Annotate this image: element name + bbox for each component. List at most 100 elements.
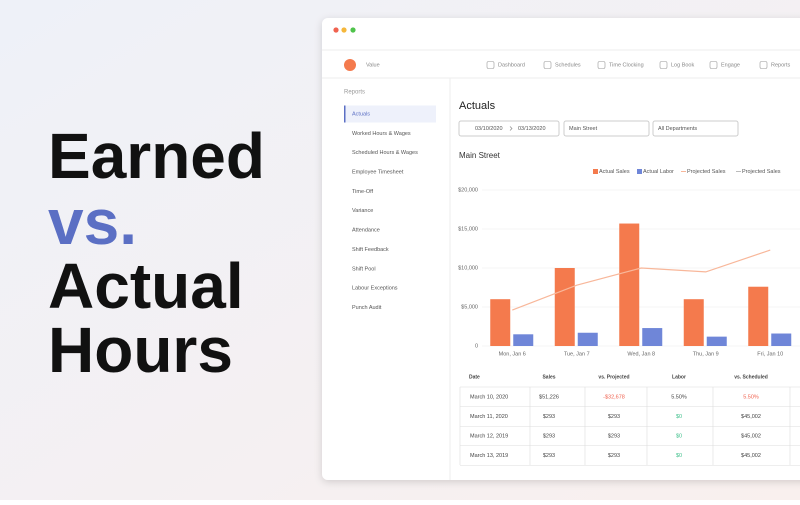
- column-header: vs. Projected: [598, 374, 629, 380]
- brand: Value: [366, 62, 380, 68]
- table-cell: $293: [543, 414, 555, 420]
- table-cell: $0: [676, 453, 682, 459]
- nav-icon: [709, 61, 718, 69]
- column-header: Labor: [672, 374, 686, 380]
- headline: Hours: [48, 314, 233, 386]
- table-cell: March 11, 2020: [470, 414, 508, 420]
- bar: [748, 286, 769, 346]
- table-cell: $45,002: [741, 414, 761, 420]
- x-tick-label: Mon, Jan 6: [499, 351, 526, 357]
- sidebar-item[interactable]: Shift Feedback: [352, 247, 389, 253]
- nav-item[interactable]: Schedules: [555, 62, 581, 68]
- bar: [554, 268, 575, 346]
- table-cell: $293: [543, 433, 555, 439]
- column-header: vs. Scheduled: [734, 374, 768, 380]
- logo: [344, 59, 356, 71]
- content: Dashboard Schedules Time Clocking Log Book E…: [344, 61, 800, 466]
- table-cell: $293: [608, 433, 620, 439]
- table-cell: $51,226: [539, 394, 559, 400]
- table-cell: 5.50%: [743, 394, 759, 400]
- table-cell: 5.50%: [671, 394, 687, 400]
- legend-label: Actual Labor: [643, 169, 674, 175]
- sidebar-item[interactable]: Employee Timesheet: [352, 170, 404, 176]
- nav-item[interactable]: Dashboard: [498, 62, 525, 68]
- nav-icon: [543, 61, 552, 69]
- location: Main Street: [569, 126, 598, 132]
- nav-icon: [486, 61, 495, 69]
- window: [322, 18, 800, 480]
- x-tick-label: Fri, Jan 10: [757, 351, 783, 357]
- location-select[interactable]: [563, 120, 650, 137]
- sidebar-item[interactable]: Time-Off: [352, 189, 374, 195]
- date-range[interactable]: [458, 120, 560, 137]
- bar: [619, 223, 640, 346]
- sidebar-item[interactable]: Variance: [352, 208, 373, 214]
- page-title: Actuals: [459, 100, 496, 112]
- bar: [577, 332, 598, 346]
- table-cell: $293: [543, 453, 555, 459]
- nav-icon: [597, 61, 606, 69]
- table-cell: $293: [608, 414, 620, 420]
- headline: vs.: [48, 186, 137, 258]
- sidebar-item[interactable]: Actuals: [352, 111, 370, 117]
- bar: [771, 333, 792, 346]
- table-cell: $293: [608, 453, 620, 459]
- table-cell: $45,002: [741, 433, 761, 439]
- table-cell: $0: [676, 433, 682, 439]
- nav-item[interactable]: Engage: [721, 62, 740, 68]
- y-tick-label: $20,000: [458, 187, 478, 193]
- bar: [513, 334, 534, 346]
- sidebar-item[interactable]: Labour Exceptions: [352, 286, 398, 292]
- nav-item[interactable]: Time Clocking: [609, 62, 644, 68]
- y-tick-label: $15,000: [458, 226, 478, 232]
- y-tick-label: $10,000: [458, 265, 478, 271]
- legend-label: Actual Sales: [599, 169, 630, 175]
- bar: [642, 328, 663, 346]
- chart-title: Main Street: [459, 151, 501, 160]
- y-tick-label: 0: [475, 343, 478, 349]
- sidebar-item[interactable]: Worked Hours & Wages: [352, 131, 411, 137]
- legend-swatch: [637, 169, 642, 174]
- bar: [490, 299, 511, 346]
- line: [512, 249, 771, 311]
- bar: [683, 299, 704, 346]
- legend-label: Projected Sales: [687, 169, 726, 175]
- y-tick-label: $5,000: [461, 304, 478, 310]
- sidebar-item[interactable]: Punch Audit: [352, 305, 382, 311]
- legend-swatch: [593, 169, 598, 174]
- bar: [706, 336, 727, 346]
- sidebar-item[interactable]: Scheduled Hours & Wages: [352, 150, 418, 156]
- sidebar-active-bar: [344, 105, 346, 123]
- headline: Actual: [48, 250, 244, 322]
- nav-item[interactable]: Log Book: [671, 62, 694, 68]
- legend-label: Projected Sales: [742, 169, 781, 175]
- column-header: Sales: [542, 374, 555, 380]
- sidebar-heading: Reports: [344, 90, 365, 96]
- x-tick-label: Thu, Jan 9: [693, 351, 719, 357]
- x-tick-label: Wed, Jan 8: [627, 351, 655, 357]
- table-cell: March 12, 2019: [470, 433, 508, 439]
- sidebar-item[interactable]: Attendance: [352, 228, 380, 234]
- headline: Earned: [48, 120, 265, 192]
- sidebar-item[interactable]: Shift Pool: [352, 266, 376, 272]
- table-cell: $0: [676, 414, 682, 420]
- window-dot: [350, 27, 356, 33]
- nav-item[interactable]: Reports: [771, 62, 791, 68]
- table-cell: -$32,678: [603, 394, 625, 400]
- nav-icon: [759, 61, 768, 69]
- nav-icon: [659, 61, 668, 69]
- sidebar-active: [344, 105, 436, 123]
- x-tick-label: Tue, Jan 7: [564, 351, 590, 357]
- window-dot: [341, 27, 347, 33]
- department-select[interactable]: [652, 120, 739, 137]
- date-from: 03/10/2020: [475, 126, 503, 132]
- arrow-icon: [509, 126, 513, 131]
- column-header: Date: [469, 374, 480, 380]
- table-cell: March 10, 2020: [470, 394, 508, 400]
- date-to: 03/13/2020: [518, 126, 546, 132]
- table-cell: $45,002: [741, 453, 761, 459]
- window-dot: [333, 27, 339, 33]
- table-cell: March 13, 2019: [470, 453, 508, 459]
